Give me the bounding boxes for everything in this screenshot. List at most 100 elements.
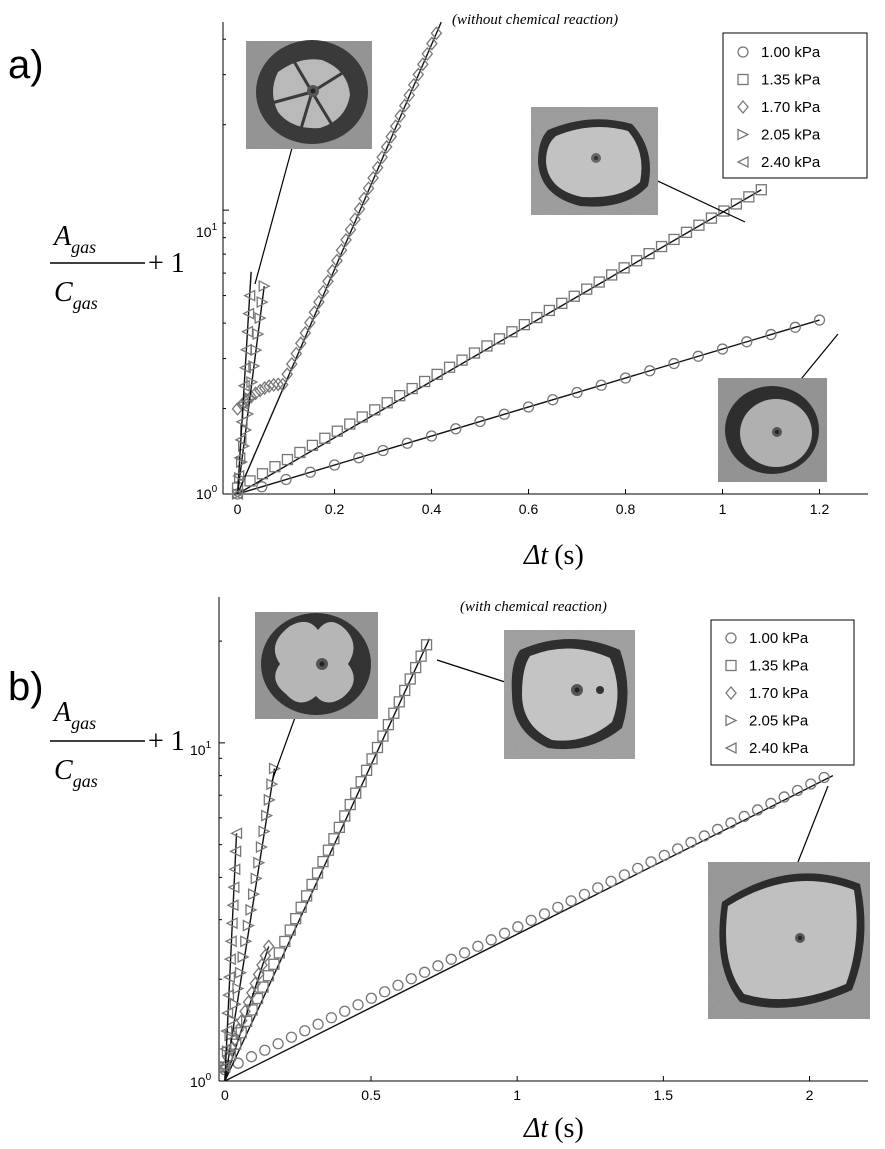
panel-b-legend-marker-diamond [725, 685, 737, 701]
panel-b-marker-triangle-right [237, 950, 250, 964]
panel-b-marker-circle [285, 1031, 298, 1043]
panel-a-marker-diamond [308, 305, 321, 320]
panel-a-marker-circle [256, 481, 268, 493]
panel-a: a) (without chemical reaction) Agas Cgas… [8, 12, 868, 571]
panel-b-marker-triangle-left [221, 1007, 234, 1020]
panel-a-marker-diamond [385, 129, 398, 144]
panel-b-legend-label: 2.40 kPa [749, 740, 809, 757]
panel-a-xtick-label: 1 [719, 501, 727, 517]
panel-a-marker-diamond [412, 67, 425, 82]
panel-a-marker-square [618, 262, 630, 274]
panel-a-marker-circle [765, 328, 777, 341]
panel-a-marker-diamond [272, 377, 285, 392]
panel-a-marker-triangle-right [236, 455, 249, 469]
panel-a-marker-square [431, 368, 443, 381]
panel-b-ylabel-suffix: + 1 [148, 726, 185, 757]
panel-a-marker-triangle-right [254, 312, 267, 325]
panel-a-xtick-label: 0 [234, 501, 242, 517]
panel-a-photo-thick-ring [531, 107, 746, 223]
panel-a-marker-square [718, 205, 730, 217]
panel-a-marker-triangle-left [239, 343, 253, 356]
panel-b-marker-circle [778, 791, 790, 803]
panel-b-marker-circle [765, 797, 777, 810]
panel-a-legend-marker-triangle-right [737, 128, 750, 141]
panel-a-marker-diamond [362, 181, 375, 196]
panel-b-marker-square [377, 730, 389, 742]
panel-b-legend-label: 1.70 kPa [749, 685, 809, 702]
panel-b-ylabel-denominator: Cgas [54, 755, 98, 791]
panel-b-marker-square [339, 810, 351, 822]
panel-a-marker-diamond [349, 212, 361, 227]
panel-b-marker-square [328, 833, 340, 845]
panel-a-marker-square [630, 255, 643, 267]
panel-a-marker-square [543, 304, 555, 317]
panel-b-marker-circle [618, 869, 631, 881]
panel-b-marker-square [279, 935, 291, 948]
panel-b-photo-split [436, 630, 635, 759]
panel-b-marker-circle [725, 817, 737, 829]
panel-b-marker-triangle-right [224, 1029, 237, 1042]
panel-a-marker-square [755, 184, 767, 196]
panel-a-xlabel: Δt (s) [523, 540, 584, 571]
panel-b-ytick-label-1: 100 [190, 1072, 212, 1090]
panel-a-legend-marker-square [737, 73, 749, 86]
panel-b-marker-circle [552, 901, 564, 914]
panel-b-marker-square [399, 684, 411, 697]
panel-a-marker-square [693, 219, 705, 231]
panel-b-marker-triangle-left [226, 899, 239, 912]
panel-a-xtick-label: 0.8 [616, 501, 636, 517]
panel-a-marker-diamond [403, 88, 416, 103]
panel-a-marker-circle [401, 437, 413, 449]
panel-b-marker-circle [365, 992, 377, 1004]
panel-b-marker-square [393, 696, 405, 708]
panel-b-marker-square [317, 855, 329, 868]
panel-a-marker-diamond [267, 377, 280, 392]
panel-a-marker-circle [644, 365, 656, 377]
panel-b-marker-circle [565, 895, 577, 907]
panel-a-marker-square [468, 347, 481, 359]
panel-b-marker-diamond [235, 1013, 248, 1028]
panel-a-marker-diamond [430, 26, 443, 41]
panel-a-marker-circle [377, 444, 389, 457]
panel-a-marker-square [319, 432, 331, 444]
panel-b-marker-square [360, 764, 373, 776]
panel-b-marker-square [355, 776, 367, 788]
panel-a-marker-square [381, 397, 393, 409]
panel-b-plot: 0 0.5 1 1.5 2 [218, 597, 868, 1103]
panel-b-marker-square [333, 821, 345, 834]
panel-a-marker-diamond [344, 222, 357, 237]
panel-a-marker-circle [304, 466, 316, 478]
panel-a-marker-square [456, 354, 468, 366]
panel-b-marker-square [311, 867, 324, 879]
panel-a-marker-triangle-right [233, 471, 247, 485]
panel-b-marker-square [290, 913, 302, 925]
panel-a-marker-triangle-right [258, 280, 271, 293]
panel-b-marker-triangle-left [220, 1025, 233, 1038]
panel-b-marker-square [268, 958, 280, 970]
panel-b-marker-triangle-right [258, 825, 271, 838]
panel-b-legend: 1.00 kPa 1.35 kPa 1.70 kPa 2.05 kPa 2.40 kPa [710, 619, 855, 766]
panel-a-marker-diamond [313, 294, 325, 309]
panel-a-marker-triangle-left [243, 289, 256, 302]
panel-a-marker-diamond [398, 98, 411, 113]
panel-a-marker-square [680, 226, 693, 238]
panel-b-xtick-label: 2 [806, 1087, 814, 1103]
panel-b-fit-line-circle [224, 775, 834, 1082]
panel-b-legend-label: 1.00 kPa [749, 630, 809, 647]
panel-b-marker-triangle-right [250, 872, 263, 885]
panel-b-marker-circle [432, 960, 444, 972]
panel-a-marker-diamond [263, 379, 276, 394]
panel-a-marker-diamond [407, 77, 420, 92]
panel-a-marker-square [743, 191, 755, 203]
panel-a-legend-label: 1.70 kPa [761, 99, 821, 116]
panel-a-marker-circle [522, 401, 535, 413]
panel-a-marker-triangle-left [233, 451, 246, 464]
panel-b-marker-circle [751, 804, 764, 816]
panel-b-marker-triangle-right [242, 919, 255, 932]
panel-b-marker-square [262, 970, 275, 982]
panel-b-xtick-label: 1.5 [654, 1087, 674, 1103]
panel-b-marker-circle [605, 875, 617, 888]
panel-a-marker-square [269, 461, 281, 473]
panel-b-marker-triangle-left [219, 1042, 232, 1056]
panel-b-marker-circle [512, 921, 524, 933]
